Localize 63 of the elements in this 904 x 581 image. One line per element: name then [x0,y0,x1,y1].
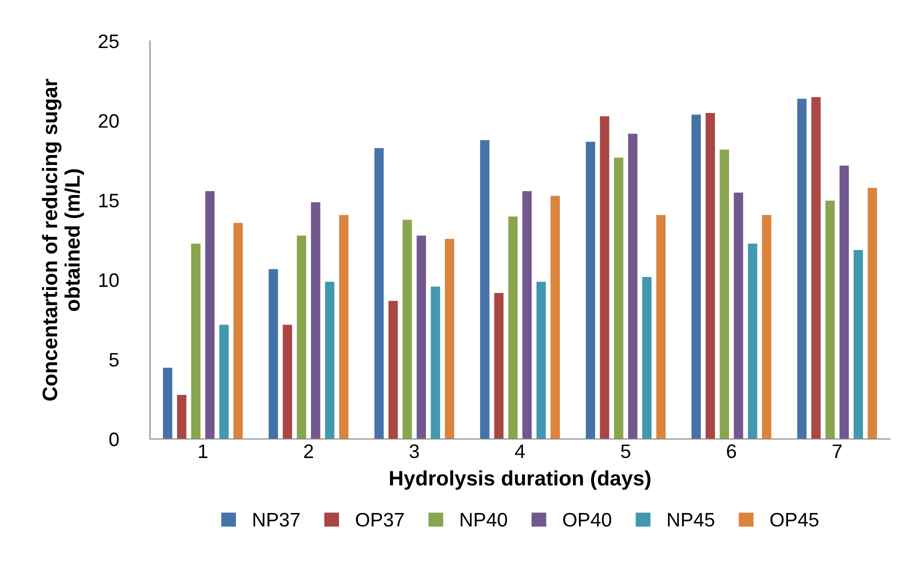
bar [550,195,561,439]
bar [655,214,666,439]
bar [388,300,399,439]
legend-label: OP40 [563,512,612,527]
legend-label: OP45 [770,512,818,527]
y-tick-label: 0 [109,432,119,446]
bar [599,115,610,439]
bar [282,324,293,439]
bar [507,216,518,439]
bar [761,214,772,439]
bar [627,132,638,439]
legend-label: NP40 [460,512,508,527]
bar [796,98,808,439]
bar [176,394,188,439]
x-axis-title: Hydrolysis duration (days) [390,470,650,490]
x-tick-label: 2 [304,444,314,458]
y-tick-label: 10 [99,273,119,288]
x-tick-label: 7 [832,444,842,458]
bar [810,96,822,439]
bar [190,242,202,439]
bar [232,222,244,439]
bar [584,140,596,439]
bar [479,139,490,439]
bar [522,190,533,439]
bar [747,242,758,439]
bar [732,192,744,439]
bar [866,187,878,439]
bar [296,234,308,439]
legend-label: NP45 [668,513,714,527]
bar [690,114,702,439]
bar [824,200,836,439]
x-tick-label: 6 [727,444,736,458]
bar [704,112,716,439]
x-tick-label: 4 [515,444,525,458]
bar [324,280,336,439]
bar [536,280,547,439]
y-tick-label: 20 [98,114,119,128]
bar [430,286,441,439]
bar [338,214,350,439]
bar [641,276,652,439]
bar [613,156,624,439]
y-axis-title: Concentartion of reducing sugar obtained (m/L) [42,78,84,401]
bar [444,238,456,439]
bar [310,201,322,439]
bar [838,164,850,439]
y-tick-label: 5 [109,353,119,367]
legend-label: NP37 [254,512,300,527]
y-tick-label: 15 [99,194,119,208]
bar [374,147,385,439]
bar [416,234,427,439]
bar [204,190,216,439]
x-tick-label: 5 [621,444,630,458]
bar [162,366,174,439]
y-tick-label: 25 [98,34,119,48]
bar [218,324,230,439]
bar [493,292,504,439]
x-tick-label: 3 [410,444,419,458]
bar [718,148,730,439]
bar [852,249,864,439]
bar [402,218,413,439]
legend-label: OP37 [356,512,404,527]
x-tick-label: 1 [198,444,208,458]
bar [268,268,279,439]
